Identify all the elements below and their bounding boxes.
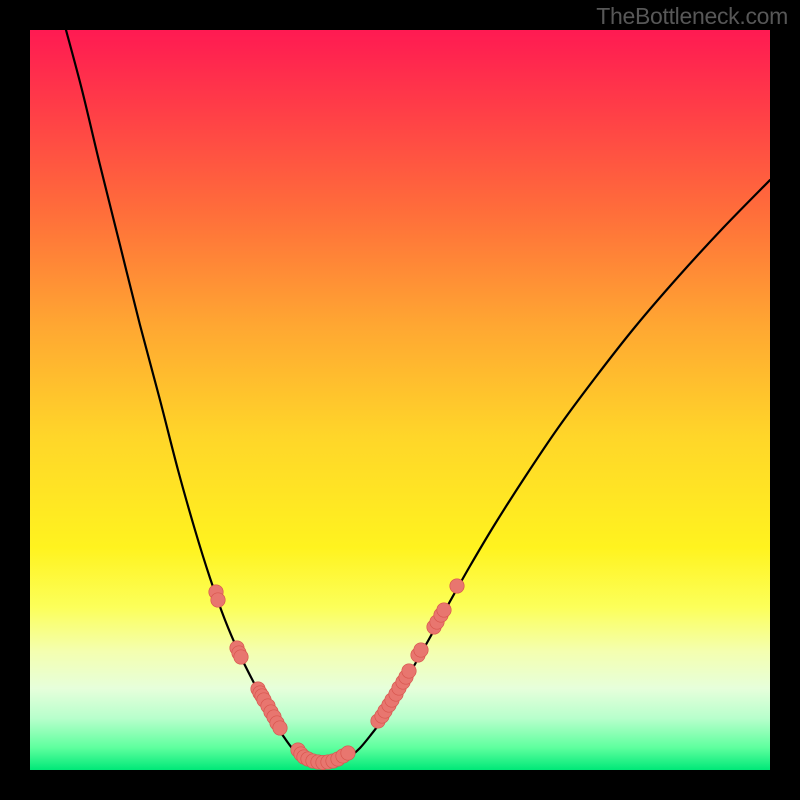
data-marker xyxy=(211,593,225,607)
watermark-text: TheBottleneck.com xyxy=(596,3,788,30)
bottleneck-chart xyxy=(30,30,770,770)
data-marker xyxy=(414,643,428,657)
data-marker xyxy=(341,746,355,760)
data-marker xyxy=(273,721,287,735)
chart-container xyxy=(30,30,770,770)
gradient-background xyxy=(30,30,770,770)
data-marker xyxy=(450,579,464,593)
data-marker xyxy=(234,650,248,664)
data-marker xyxy=(402,664,416,678)
data-marker xyxy=(437,603,451,617)
